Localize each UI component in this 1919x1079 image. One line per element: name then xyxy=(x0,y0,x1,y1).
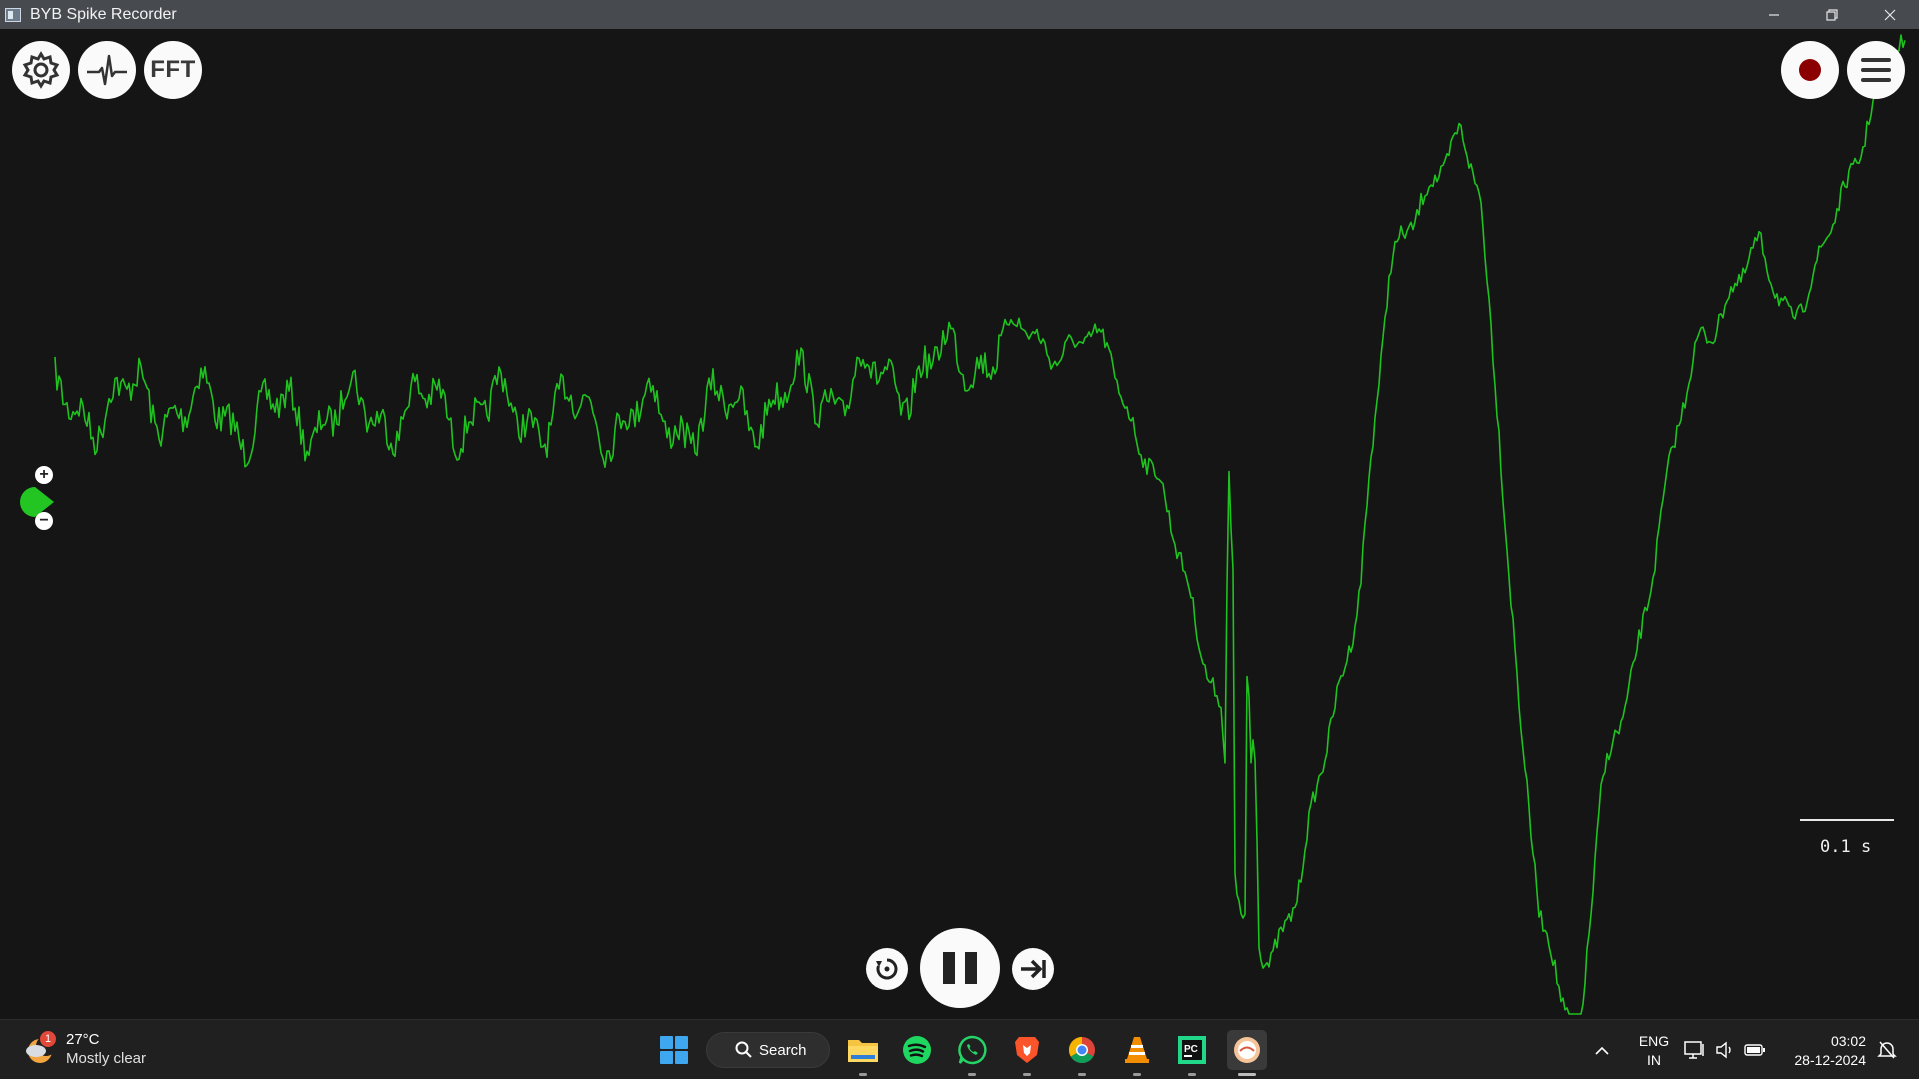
skip-forward-icon xyxy=(1021,959,1046,979)
zoom-in-button[interactable]: + xyxy=(35,466,53,484)
weather-moon-cloud-icon: 1 xyxy=(22,1031,58,1067)
taskbar-search[interactable]: Search xyxy=(706,1032,830,1068)
window-title: BYB Spike Recorder xyxy=(30,5,177,23)
chrome-icon xyxy=(1068,1036,1095,1064)
notifications-button[interactable] xyxy=(1872,1030,1902,1070)
notification-bell-icon xyxy=(1877,1041,1897,1059)
fft-label: FFT xyxy=(150,56,196,83)
restore-button[interactable] xyxy=(1803,0,1861,29)
taskbar-pycharm[interactable]: PC xyxy=(1172,1030,1212,1076)
record-button[interactable] xyxy=(1781,41,1839,99)
threshold-button[interactable] xyxy=(78,41,136,99)
skip-forward-button[interactable] xyxy=(1012,948,1054,990)
close-icon xyxy=(1884,9,1896,20)
search-label: Search xyxy=(759,1041,807,1059)
app-icon xyxy=(5,7,21,22)
hamburger-menu-icon xyxy=(1861,58,1891,82)
clock-time: 03:02 xyxy=(1830,1033,1866,1049)
time-scale-label: 0.1 s xyxy=(1820,837,1872,857)
rewind-button[interactable] xyxy=(866,948,908,990)
title-bar: BYB Spike Recorder xyxy=(0,0,1919,29)
signal-trace xyxy=(54,34,1906,1015)
recording-area[interactable]: FFT + − 0.1 s xyxy=(0,29,1919,1019)
weather-description: Mostly clear xyxy=(66,1050,147,1067)
speaker-icon xyxy=(1716,1041,1731,1059)
show-hidden-icons-button[interactable] xyxy=(1584,1030,1620,1070)
spike-waveform-icon xyxy=(87,54,127,86)
pause-button[interactable] xyxy=(920,928,1000,1008)
gear-icon xyxy=(22,51,60,89)
taskbar-spotify[interactable] xyxy=(897,1030,937,1070)
weather-temperature: 27°C xyxy=(66,1031,100,1048)
language-code: ENG xyxy=(1638,1033,1670,1049)
channel-handle[interactable] xyxy=(20,487,54,517)
taskbar-vlc[interactable] xyxy=(1117,1030,1157,1076)
settings-button[interactable] xyxy=(12,41,70,99)
windows-start-icon xyxy=(660,1036,688,1064)
network-monitor-icon xyxy=(1684,1041,1704,1059)
language-region: IN xyxy=(1647,1052,1661,1068)
system-clock[interactable]: 03:02 28-12-2024 xyxy=(1782,1032,1866,1070)
clock-date: 28-12-2024 xyxy=(1794,1052,1866,1068)
weather-badge: 1 xyxy=(40,1031,56,1047)
svg-text:PC: PC xyxy=(1184,1044,1198,1055)
window-controls xyxy=(1745,0,1919,29)
search-icon xyxy=(735,1041,752,1058)
volume-button[interactable] xyxy=(1710,1030,1740,1070)
whatsapp-icon xyxy=(958,1035,987,1065)
taskbar: 1 27°C Mostly clear Search xyxy=(0,1019,1919,1079)
taskbar-chrome[interactable] xyxy=(1062,1030,1102,1076)
taskbar-whatsapp[interactable] xyxy=(952,1030,992,1076)
start-button[interactable] xyxy=(654,1030,694,1070)
zoom-out-button[interactable]: − xyxy=(35,512,53,530)
taskbar-byb-spike-recorder[interactable] xyxy=(1227,1030,1267,1076)
language-indicator[interactable]: ENG IN xyxy=(1634,1032,1674,1070)
spotify-icon xyxy=(903,1036,931,1064)
battery-button[interactable] xyxy=(1740,1030,1770,1070)
record-icon xyxy=(1799,59,1821,81)
brave-icon xyxy=(1015,1037,1039,1063)
file-explorer-icon xyxy=(848,1040,878,1062)
menu-button[interactable] xyxy=(1847,41,1905,99)
pause-icon xyxy=(943,952,977,984)
signal-waveform xyxy=(54,34,1906,1015)
rewind-icon xyxy=(876,958,898,980)
close-button[interactable] xyxy=(1861,0,1919,29)
vlc-icon xyxy=(1125,1037,1149,1063)
byb-spike-recorder-icon xyxy=(1234,1037,1260,1063)
taskbar-brave[interactable] xyxy=(1007,1030,1047,1076)
minimize-button[interactable] xyxy=(1745,0,1803,29)
weather-widget[interactable]: 1 27°C Mostly clear xyxy=(22,1030,146,1068)
fft-button[interactable]: FFT xyxy=(144,41,202,99)
restore-icon xyxy=(1826,8,1838,21)
battery-icon xyxy=(1744,1044,1765,1056)
chevron-up-icon xyxy=(1595,1046,1609,1055)
taskbar-file-explorer[interactable] xyxy=(843,1030,883,1076)
minimize-icon xyxy=(1769,13,1779,16)
pycharm-icon: PC xyxy=(1178,1036,1206,1064)
time-scale-bar xyxy=(1800,819,1894,821)
network-button[interactable] xyxy=(1680,1030,1710,1070)
